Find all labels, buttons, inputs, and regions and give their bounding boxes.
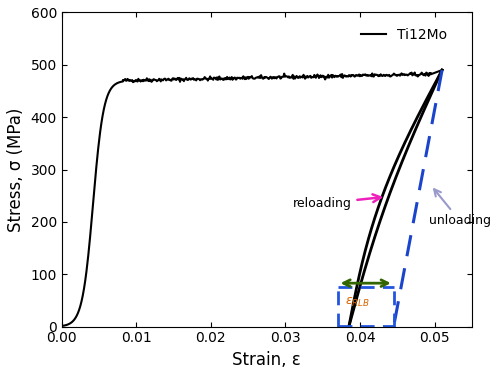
Text: $\varepsilon_{RLB}$: $\varepsilon_{RLB}$ — [345, 296, 370, 309]
Text: reloading: reloading — [293, 194, 380, 210]
Text: unloading: unloading — [428, 189, 490, 227]
Legend: Ti12Mo: Ti12Mo — [356, 23, 452, 48]
Y-axis label: Stress, σ (MPa): Stress, σ (MPa) — [7, 108, 25, 232]
X-axis label: Strain, ε: Strain, ε — [232, 351, 301, 369]
